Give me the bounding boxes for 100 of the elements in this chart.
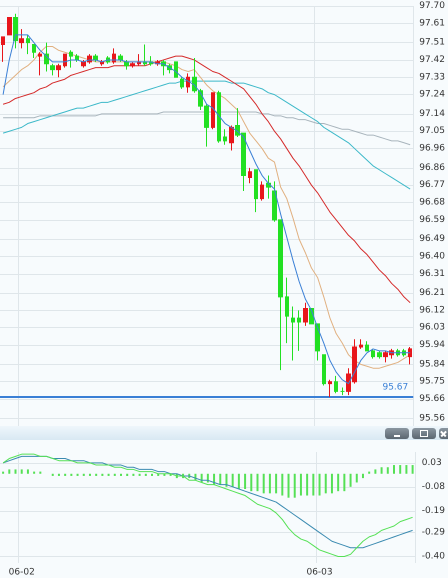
candlestick <box>1 36 5 62</box>
candlestick <box>137 54 141 66</box>
x-tick-label: 06-02 <box>8 568 35 578</box>
line-series <box>2 56 411 304</box>
bar <box>318 474 321 496</box>
y-tick-label: 96.49 <box>419 234 446 244</box>
y-tick-label: 96.40 <box>419 251 446 262</box>
x-tick-label: 06-03 <box>306 568 333 578</box>
y-tick-label: -0.19 <box>422 506 446 516</box>
bar <box>350 474 352 487</box>
line-series <box>2 111 411 146</box>
bar <box>8 469 10 474</box>
candlestick <box>211 92 215 130</box>
y-tick-label: 97.14 <box>419 108 446 119</box>
bar <box>412 465 414 474</box>
candlestick <box>254 169 258 213</box>
bar <box>405 465 408 474</box>
y-tick-label: 96.21 <box>419 288 445 298</box>
y-tick-label: 95.94 <box>419 340 446 350</box>
candlestick <box>408 346 412 365</box>
candlestick <box>340 386 345 396</box>
bar <box>362 474 364 478</box>
candlestick <box>100 59 104 66</box>
bar <box>312 474 314 496</box>
bar <box>380 467 383 474</box>
y-tick-label: 95.75 <box>419 376 445 387</box>
candlestick <box>229 124 234 151</box>
candlestick <box>38 52 42 76</box>
bar <box>399 465 402 474</box>
bar <box>14 469 17 474</box>
bar <box>262 474 265 494</box>
y-tick-label: 96.03 <box>419 322 445 333</box>
candlestick <box>124 59 129 70</box>
candlestick <box>260 180 264 202</box>
candlestick <box>223 128 227 146</box>
bar <box>294 474 296 498</box>
candlestick <box>334 375 338 394</box>
candlestick <box>174 61 178 78</box>
bar <box>225 474 228 487</box>
candlestick <box>13 13 18 49</box>
y-tick-label: 96.86 <box>419 162 446 173</box>
y-tick-label: 96.96 <box>419 144 446 154</box>
bar <box>306 474 308 496</box>
line-series <box>2 80 411 190</box>
candlestick <box>19 28 24 49</box>
y-tick-label: 96.77 <box>419 180 445 190</box>
y-tick-label: 96.12 <box>419 305 445 316</box>
candlestick <box>130 61 135 68</box>
candlestick <box>69 50 73 68</box>
bar <box>238 474 240 489</box>
y-tick-label: -0.29 <box>422 528 446 538</box>
candlestick <box>143 44 147 66</box>
bar <box>268 474 271 494</box>
y-tick-label: -0.08 <box>422 482 446 492</box>
candlestick <box>297 310 301 352</box>
ref-line-label: 95.67 <box>382 382 408 393</box>
candlestick <box>377 350 382 360</box>
bar <box>356 474 358 482</box>
bar <box>392 465 395 474</box>
candlestick <box>44 42 49 72</box>
bar <box>232 474 234 487</box>
candlestick <box>303 302 308 326</box>
y-tick-label: 97.42 <box>419 54 445 65</box>
bar <box>386 467 389 474</box>
candlestick <box>75 54 79 62</box>
bar <box>256 474 258 492</box>
candlestick <box>180 76 184 90</box>
candlestick <box>371 348 375 360</box>
bar <box>26 469 29 474</box>
bar <box>275 474 278 494</box>
y-tick-label: 95.56 <box>419 413 446 424</box>
bar <box>343 474 346 492</box>
bar <box>300 474 302 496</box>
candlestick <box>112 48 116 64</box>
y-tick-label: 97.61 <box>419 18 445 28</box>
candlestick <box>217 90 221 144</box>
y-tick-label: 97.70 <box>419 1 446 11</box>
bar <box>244 474 246 489</box>
candlestick <box>328 379 332 398</box>
bar <box>337 474 340 492</box>
y-tick-label: 97.24 <box>419 90 446 100</box>
y-tick-label: 97.05 <box>419 126 445 136</box>
y-tick-label: 96.31 <box>419 268 445 279</box>
bar <box>250 474 252 492</box>
candlestick <box>7 17 12 36</box>
candlestick <box>365 340 369 352</box>
candlestick <box>32 44 36 59</box>
candlestick <box>118 54 123 62</box>
candlestick <box>50 63 55 76</box>
bar <box>20 469 23 474</box>
candlestick <box>359 338 363 350</box>
bar <box>288 474 290 498</box>
y-tick-label: 96.59 <box>419 214 446 225</box>
y-tick-label: 95.66 <box>419 394 446 404</box>
y-tick-label: 97.51 <box>419 38 445 48</box>
y-tick-label: 97.33 <box>419 72 445 82</box>
bar <box>281 474 284 496</box>
bar <box>219 474 222 485</box>
bar <box>324 474 327 494</box>
candlestick <box>248 167 252 184</box>
